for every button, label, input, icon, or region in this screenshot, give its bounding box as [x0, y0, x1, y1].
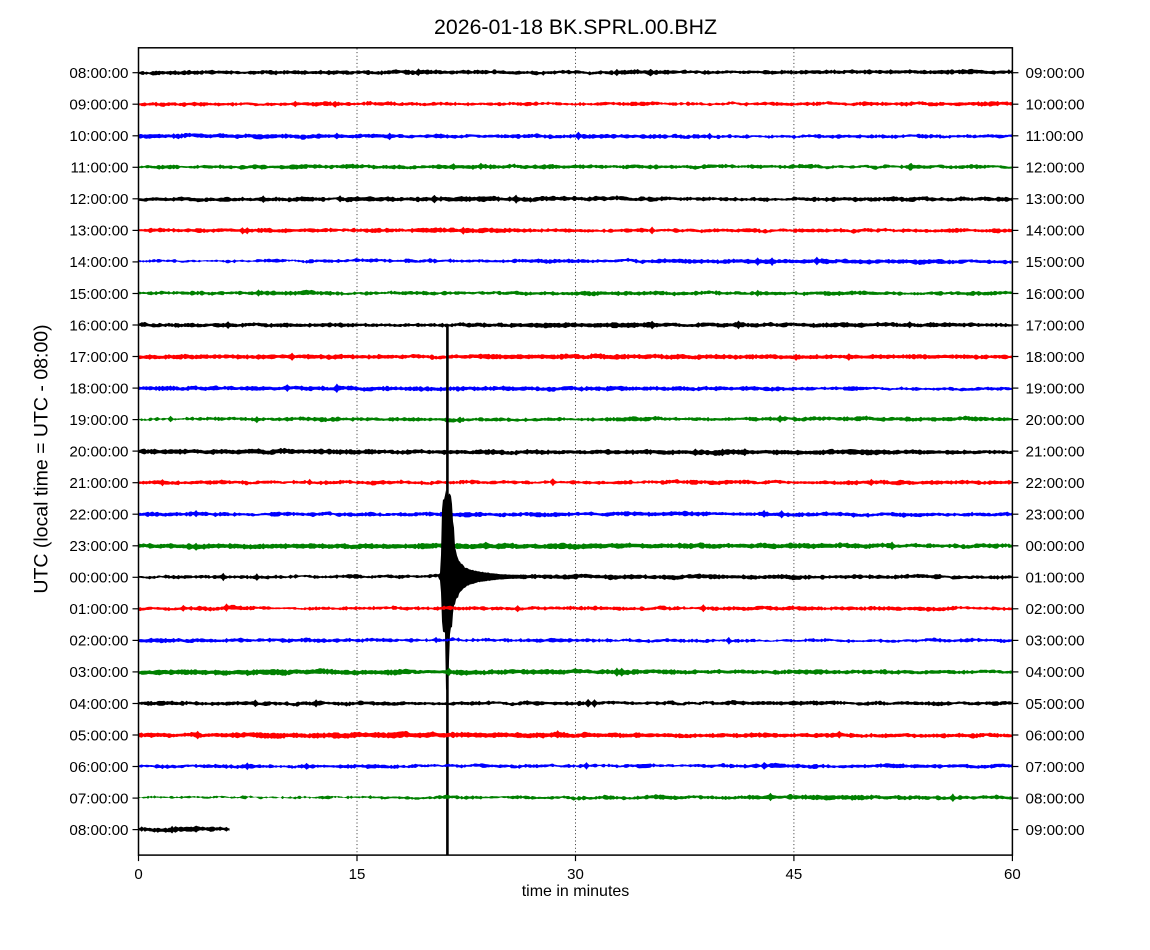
svg-text:14:00:00: 14:00:00: [69, 254, 128, 271]
svg-text:18:00:00: 18:00:00: [69, 380, 128, 397]
svg-text:23:00:00: 23:00:00: [1026, 507, 1085, 524]
svg-text:60: 60: [1004, 866, 1021, 883]
svg-text:18:00:00: 18:00:00: [1026, 349, 1085, 366]
svg-text:13:00:00: 13:00:00: [69, 223, 128, 240]
svg-text:20:00:00: 20:00:00: [69, 443, 128, 460]
svg-text:21:00:00: 21:00:00: [69, 475, 128, 492]
svg-text:22:00:00: 22:00:00: [1026, 475, 1085, 492]
svg-text:12:00:00: 12:00:00: [69, 191, 128, 208]
svg-text:08:00:00: 08:00:00: [69, 822, 128, 839]
svg-text:11:00:00: 11:00:00: [71, 160, 129, 177]
svg-text:00:00:00: 00:00:00: [1026, 538, 1085, 555]
svg-text:UTC (local time = UTC - 08:00): UTC (local time = UTC - 08:00): [31, 324, 53, 593]
svg-text:02:00:00: 02:00:00: [69, 633, 128, 650]
svg-text:12:00:00: 12:00:00: [1026, 160, 1085, 177]
svg-text:09:00:00: 09:00:00: [1026, 822, 1085, 839]
svg-text:19:00:00: 19:00:00: [69, 412, 128, 429]
svg-text:time in minutes: time in minutes: [522, 883, 630, 900]
svg-text:08:00:00: 08:00:00: [69, 65, 128, 82]
svg-text:07:00:00: 07:00:00: [1026, 759, 1085, 776]
svg-text:10:00:00: 10:00:00: [69, 128, 128, 145]
svg-text:17:00:00: 17:00:00: [69, 349, 128, 366]
svg-text:21:00:00: 21:00:00: [1026, 443, 1085, 460]
svg-text:01:00:00: 01:00:00: [1026, 570, 1085, 587]
svg-text:13:00:00: 13:00:00: [1026, 191, 1085, 208]
svg-text:07:00:00: 07:00:00: [69, 790, 128, 807]
svg-text:19:00:00: 19:00:00: [1026, 380, 1085, 397]
svg-text:04:00:00: 04:00:00: [1026, 664, 1085, 681]
svg-text:06:00:00: 06:00:00: [1026, 727, 1085, 744]
svg-text:22:00:00: 22:00:00: [69, 507, 128, 524]
svg-text:14:00:00: 14:00:00: [1026, 223, 1085, 240]
svg-text:2026-01-18 BK.SPRL.00.BHZ: 2026-01-18 BK.SPRL.00.BHZ: [434, 15, 717, 39]
svg-text:03:00:00: 03:00:00: [1026, 633, 1085, 650]
svg-text:03:00:00: 03:00:00: [69, 664, 128, 681]
svg-text:04:00:00: 04:00:00: [69, 696, 128, 713]
svg-text:20:00:00: 20:00:00: [1026, 412, 1085, 429]
svg-text:16:00:00: 16:00:00: [69, 317, 128, 334]
svg-text:08:00:00: 08:00:00: [1026, 790, 1085, 807]
svg-text:06:00:00: 06:00:00: [69, 759, 128, 776]
svg-text:30: 30: [567, 866, 584, 883]
svg-text:16:00:00: 16:00:00: [1026, 286, 1085, 303]
svg-text:09:00:00: 09:00:00: [1026, 65, 1085, 82]
svg-text:09:00:00: 09:00:00: [69, 97, 128, 114]
svg-text:0: 0: [134, 866, 142, 883]
svg-text:45: 45: [786, 866, 803, 883]
svg-text:05:00:00: 05:00:00: [69, 727, 128, 744]
svg-text:15: 15: [349, 866, 366, 883]
svg-text:10:00:00: 10:00:00: [1026, 97, 1085, 114]
svg-text:15:00:00: 15:00:00: [69, 286, 128, 303]
svg-text:05:00:00: 05:00:00: [1026, 696, 1085, 713]
svg-text:15:00:00: 15:00:00: [1026, 254, 1085, 271]
svg-text:01:00:00: 01:00:00: [69, 601, 128, 618]
svg-text:00:00:00: 00:00:00: [69, 570, 128, 587]
svg-text:02:00:00: 02:00:00: [1026, 601, 1085, 618]
svg-text:17:00:00: 17:00:00: [1026, 317, 1085, 334]
svg-text:23:00:00: 23:00:00: [69, 538, 128, 555]
svg-text:11:00:00: 11:00:00: [1026, 128, 1084, 145]
